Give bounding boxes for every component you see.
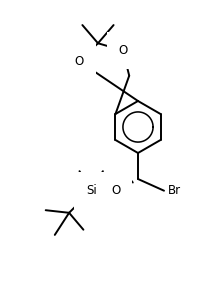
Text: Si: Si <box>86 184 97 197</box>
Text: Br: Br <box>168 184 181 197</box>
Text: O: O <box>111 184 121 197</box>
Text: O: O <box>75 55 84 68</box>
Text: O: O <box>118 44 128 57</box>
